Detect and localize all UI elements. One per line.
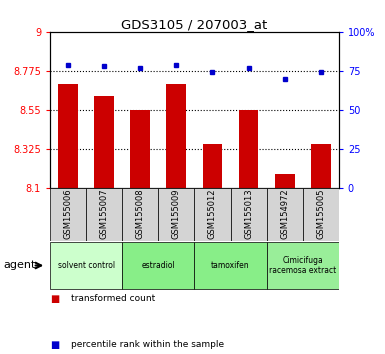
Text: agent: agent bbox=[4, 261, 36, 270]
Text: GSM155009: GSM155009 bbox=[172, 189, 181, 239]
Text: tamoxifen: tamoxifen bbox=[211, 261, 250, 270]
Bar bbox=[122, 242, 194, 289]
Bar bbox=[131, 110, 150, 188]
Bar bbox=[94, 96, 114, 188]
Bar bbox=[275, 174, 295, 188]
Bar bbox=[58, 84, 78, 188]
Bar bbox=[158, 188, 194, 241]
Text: GSM155012: GSM155012 bbox=[208, 189, 217, 239]
Text: GSM155005: GSM155005 bbox=[316, 189, 325, 239]
Bar bbox=[122, 188, 158, 241]
Text: solvent control: solvent control bbox=[58, 261, 115, 270]
Bar bbox=[231, 188, 266, 241]
Text: GSM155013: GSM155013 bbox=[244, 189, 253, 240]
Title: GDS3105 / 207003_at: GDS3105 / 207003_at bbox=[121, 18, 268, 31]
Bar bbox=[86, 188, 122, 241]
Text: ■: ■ bbox=[50, 340, 59, 350]
Text: transformed count: transformed count bbox=[71, 294, 156, 303]
Text: ■: ■ bbox=[50, 294, 59, 304]
Text: Cimicifuga
racemosa extract: Cimicifuga racemosa extract bbox=[269, 256, 336, 275]
Bar bbox=[266, 188, 303, 241]
Bar bbox=[166, 84, 186, 188]
Text: GSM155007: GSM155007 bbox=[100, 189, 109, 240]
Bar bbox=[266, 242, 339, 289]
Text: estradiol: estradiol bbox=[141, 261, 175, 270]
Bar bbox=[194, 242, 266, 289]
Bar bbox=[50, 242, 122, 289]
Bar bbox=[311, 144, 331, 188]
Bar bbox=[194, 188, 231, 241]
Bar bbox=[303, 188, 339, 241]
Text: GSM154972: GSM154972 bbox=[280, 189, 289, 240]
Bar bbox=[50, 188, 86, 241]
Text: percentile rank within the sample: percentile rank within the sample bbox=[71, 340, 224, 349]
Bar bbox=[203, 144, 223, 188]
Text: GSM155006: GSM155006 bbox=[64, 189, 73, 240]
Text: GSM155008: GSM155008 bbox=[136, 189, 145, 240]
Bar bbox=[239, 110, 258, 188]
